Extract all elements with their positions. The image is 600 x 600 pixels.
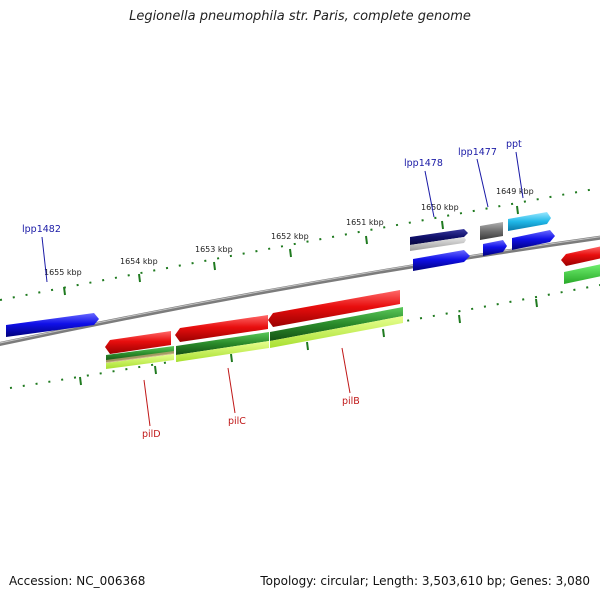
feature-label-pilD[interactable]: pilD <box>142 429 161 440</box>
feature-labels: lpp1482 lpp1478 lpp1477 ppt pilD pilC pi… <box>22 139 522 440</box>
feature-pilC-cds[interactable] <box>175 315 268 342</box>
feature-label-lpp1478[interactable]: lpp1478 <box>404 158 443 169</box>
feature-edge-gc-content[interactable] <box>564 264 600 284</box>
scale-inner-ticks <box>79 298 538 386</box>
footer-accession: Accession: NC_006368 <box>9 574 146 588</box>
scale-tick-label: 1651 kbp <box>346 218 384 227</box>
feature-label-lpp1477[interactable]: lpp1477 <box>458 147 497 158</box>
footer-summary: Topology: circular; Length: 3,503,610 bp… <box>260 574 590 588</box>
scale-tick-labels: 1655 kbp 1654 kbp 1653 kbp 1652 kbp 1651… <box>44 187 534 277</box>
scale-major-ticks <box>63 205 519 296</box>
feature-ppt-rna[interactable] <box>508 212 551 231</box>
feature-lpp1482-cds[interactable] <box>6 313 99 337</box>
scale-tick-label: 1655 kbp <box>44 268 82 277</box>
gc-content-track <box>106 307 403 363</box>
feature-label-lpp1482[interactable]: lpp1482 <box>22 224 61 235</box>
feature-lpp1477-cds[interactable] <box>483 240 507 256</box>
feature-pilB-cds[interactable] <box>268 290 400 327</box>
feature-edge-reverse-cds[interactable] <box>561 246 600 266</box>
feature-lpp1478-cds[interactable] <box>413 250 470 271</box>
scale-tick-label: 1650 kbp <box>421 203 459 212</box>
scale-tick-label: 1653 kbp <box>195 245 233 254</box>
feature-pilD-cds[interactable] <box>105 331 171 354</box>
map-title: Legionella pneumophila str. Paris, compl… <box>129 9 471 24</box>
feature-ppt-cds[interactable] <box>512 230 555 250</box>
scale-tick-label: 1652 kbp <box>271 232 309 241</box>
feature-label-pilB[interactable]: pilB <box>342 396 360 407</box>
scale-tick-label: 1649 kbp <box>496 187 534 196</box>
gc-skew-track <box>106 316 403 369</box>
feature-label-ppt[interactable]: ppt <box>506 139 522 150</box>
label-leaders <box>41 151 524 427</box>
genome-backbone <box>0 235 600 346</box>
scale-ring-outer <box>0 187 600 301</box>
feature-lpp1478-orf[interactable] <box>410 229 468 251</box>
feature-label-pilC[interactable]: pilC <box>228 416 246 427</box>
feature-lpp1477-gene[interactable] <box>480 222 503 240</box>
scale-tick-label: 1654 kbp <box>120 257 158 266</box>
